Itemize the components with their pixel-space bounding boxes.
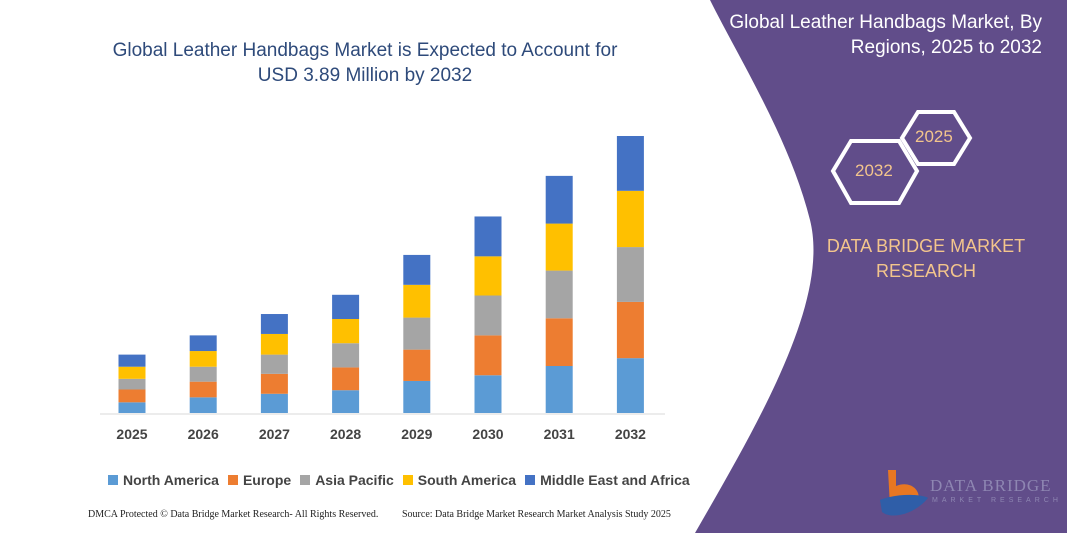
legend-swatch <box>300 475 311 485</box>
bar-2028-north-america <box>332 390 360 413</box>
bar-2032-europe <box>616 301 644 359</box>
bar-2026-middle-east-and-africa <box>189 335 217 352</box>
legend-label: South America <box>417 472 517 488</box>
bar-2029-south-america <box>403 284 431 318</box>
legend-swatch <box>227 475 238 485</box>
bar-2031-asia-pacific <box>545 270 573 319</box>
bar-2029-north-america <box>403 380 431 413</box>
legend-swatch <box>402 475 413 485</box>
bar-2027-south-america <box>260 333 288 355</box>
logo-subtext: MARKET RESEARCH <box>932 497 1062 504</box>
legend-label: Asia Pacific <box>315 472 394 488</box>
bar-2029-europe <box>403 349 431 381</box>
bar-2031-europe <box>545 318 573 367</box>
bar-2030-europe <box>474 335 502 376</box>
bar-2028-asia-pacific <box>332 343 360 368</box>
x-tick-label: 2029 <box>401 426 433 442</box>
title-line-1: Global Leather Handbags Market is Expect… <box>112 40 618 61</box>
bar-2030-north-america <box>474 375 502 413</box>
bar-2029-asia-pacific <box>403 317 431 350</box>
brand-text: DATA BRIDGE MARKET RESEARCH <box>820 234 1032 284</box>
x-tick-label: 2030 <box>472 426 504 442</box>
hexagon-2032 <box>830 139 920 205</box>
x-tick-label: 2027 <box>258 426 290 442</box>
data-bridge-logo-icon <box>880 470 928 516</box>
legend-label: Middle East and Africa <box>540 472 690 488</box>
bar-2030-middle-east-and-africa <box>474 216 502 257</box>
bar-2025-north-america <box>118 402 146 413</box>
legend-item: North America <box>108 472 219 488</box>
bar-2031-middle-east-and-africa <box>545 175 573 224</box>
x-tick-label: 2026 <box>187 426 219 442</box>
hexagon-2025 <box>899 110 973 166</box>
bar-2028-europe <box>332 367 360 391</box>
legend-item: Asia Pacific <box>300 472 394 488</box>
bar-2030-asia-pacific <box>474 295 502 336</box>
brand-line-2: RESEARCH <box>875 261 977 281</box>
legend-item: Middle East and Africa <box>525 472 690 488</box>
bar-2028-south-america <box>332 319 360 344</box>
logo-text: DATA BRIDGE <box>930 476 1052 495</box>
bar-2026-asia-pacific <box>189 366 217 382</box>
legend-swatch <box>108 475 118 485</box>
bar-2026-europe <box>189 381 217 398</box>
footer-copyright: DMCA Protected © Data Bridge Market Rese… <box>88 509 379 520</box>
legend-item: Europe <box>227 472 292 488</box>
bar-2025-asia-pacific <box>118 378 146 390</box>
hex-label-2025: 2025 <box>915 127 953 146</box>
hex-label-2032: 2032 <box>855 161 893 180</box>
bar-2032-middle-east-and-africa <box>616 136 644 191</box>
legend-item: South America <box>402 472 517 488</box>
legend-label: North America <box>123 472 219 488</box>
x-tick-label: 2031 <box>543 426 575 442</box>
title-line-2: USD 3.89 Million by 2032 <box>257 65 473 86</box>
brand-line-1: DATA BRIDGE MARKET <box>826 236 1026 256</box>
bar-2026-north-america <box>189 397 217 413</box>
bar-2027-asia-pacific <box>260 354 288 374</box>
bar-2032-south-america <box>616 190 644 248</box>
bar-2029-middle-east-and-africa <box>403 254 431 285</box>
bar-2025-middle-east-and-africa <box>118 354 146 367</box>
bar-2027-north-america <box>260 393 288 413</box>
panel-title-line-1: Global Leather Handbags Market, By <box>729 12 1042 33</box>
bar-2026-south-america <box>189 351 217 367</box>
footer-source: Source: Data Bridge Market Research Mark… <box>402 509 671 520</box>
x-tick-label: 2028 <box>330 426 362 442</box>
chart-title: Global Leather Handbags Market is Expect… <box>95 38 635 88</box>
panel-title-line-2: Regions, 2025 to 2032 <box>850 37 1042 58</box>
bar-2027-middle-east-and-africa <box>260 314 288 334</box>
x-tick-label: 2025 <box>116 426 148 442</box>
bar-2030-south-america <box>474 256 502 296</box>
bar-2025-south-america <box>118 366 146 379</box>
bar-2032-north-america <box>616 358 644 413</box>
panel-title: Global Leather Handbags Market, By Regio… <box>720 10 1042 60</box>
legend-label: Europe <box>242 472 292 488</box>
bar-2031-north-america <box>545 366 573 413</box>
bar-2028-middle-east-and-africa <box>332 294 360 320</box>
bars-group <box>118 136 644 413</box>
legend: North America Europe Asia Pacific South Ame… <box>108 472 690 488</box>
x-tick-label: 2032 <box>614 426 646 442</box>
bar-2032-asia-pacific <box>616 247 644 302</box>
legend-swatch <box>525 475 536 485</box>
bar-2031-south-america <box>545 223 573 271</box>
bar-2025-europe <box>118 389 146 403</box>
bar-2027-europe <box>260 373 288 394</box>
